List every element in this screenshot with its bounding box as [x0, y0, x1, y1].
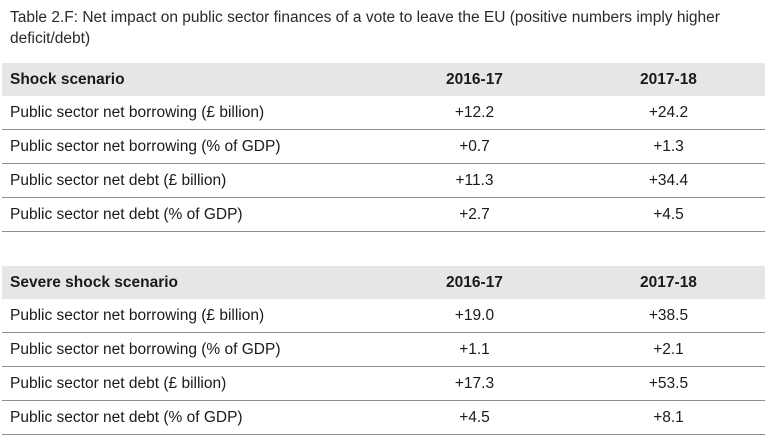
- row-label: Public sector net borrowing (£ billion): [10, 103, 265, 121]
- row-label: Public sector net debt (£ billion): [10, 171, 227, 189]
- row-value: +0.7: [459, 137, 490, 155]
- scenario-title: Severe shock scenario: [10, 273, 179, 291]
- row-value: +11.3: [455, 171, 494, 189]
- shock-scenario-table: Shock scenario 2016-17 2017-18 Public se…: [2, 63, 765, 232]
- table-row: Public sector net borrowing (% of GDP) +…: [2, 130, 765, 164]
- table-row: Public sector net debt (£ billion) +17.3…: [2, 367, 765, 401]
- severe-shock-scenario-table: Severe shock scenario 2016-17 2017-18 Pu…: [2, 266, 765, 435]
- row-value: +4.5: [459, 408, 490, 426]
- row-label: Public sector net debt (£ billion): [10, 374, 227, 392]
- row-value: +38.5: [648, 306, 689, 324]
- row-value: +24.2: [648, 103, 689, 121]
- row-value: +34.4: [648, 171, 689, 189]
- column-header: 2016-17: [446, 273, 503, 291]
- column-header: 2017-18: [640, 70, 697, 88]
- row-label: Public sector net borrowing (% of GDP): [10, 340, 281, 358]
- table-row: Public sector net borrowing (£ billion) …: [2, 96, 765, 130]
- table-row: Public sector net borrowing (% of GDP) +…: [2, 333, 765, 367]
- scenario-title: Shock scenario: [10, 70, 125, 88]
- row-value: +19.0: [454, 306, 495, 324]
- column-header: 2016-17: [446, 70, 503, 88]
- row-label: Public sector net borrowing (£ billion): [10, 306, 265, 324]
- table-row: Public sector net debt (£ billion) +11.3…: [2, 164, 765, 198]
- column-header: 2017-18: [640, 273, 697, 291]
- row-value: +4.5: [653, 205, 684, 223]
- table-row: Public sector net borrowing (£ billion) …: [2, 299, 765, 333]
- row-label: Public sector net debt (% of GDP): [10, 205, 243, 223]
- table-header-row: Shock scenario 2016-17 2017-18: [2, 63, 765, 96]
- table-header-row: Severe shock scenario 2016-17 2017-18: [2, 266, 765, 299]
- table-row: Public sector net debt (% of GDP) +4.5 +…: [2, 401, 765, 435]
- row-value: +1.1: [459, 340, 490, 358]
- row-value: +8.1: [653, 408, 684, 426]
- row-value: +2.1: [653, 340, 684, 358]
- row-value: +2.7: [459, 205, 490, 223]
- row-value: +12.2: [454, 103, 495, 121]
- row-value: +1.3: [653, 137, 684, 155]
- table-row: Public sector net debt (% of GDP) +2.7 +…: [2, 198, 765, 232]
- row-value: +17.3: [454, 374, 495, 392]
- row-label: Public sector net borrowing (% of GDP): [10, 137, 281, 155]
- row-label: Public sector net debt (% of GDP): [10, 408, 243, 426]
- table-caption: Table 2.F: Net impact on public sector f…: [10, 9, 720, 47]
- row-value: +53.5: [648, 374, 689, 392]
